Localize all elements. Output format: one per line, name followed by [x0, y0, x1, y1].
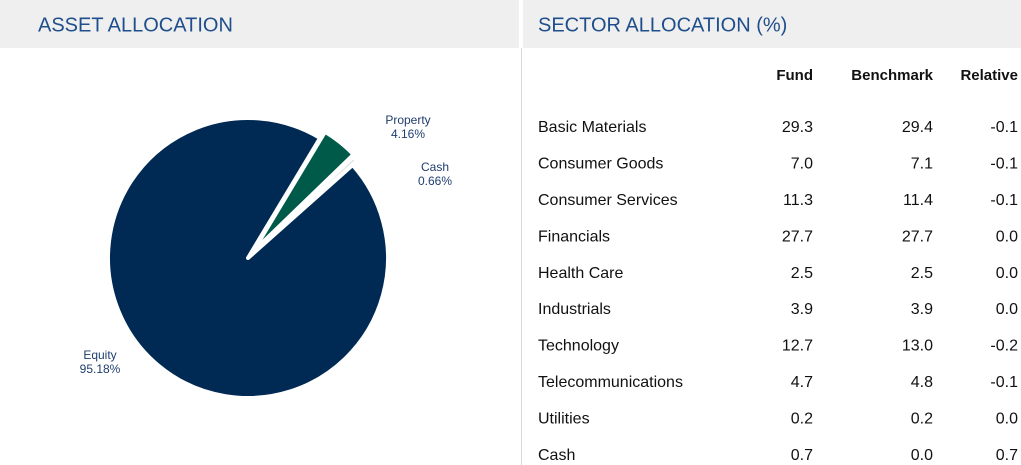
cell-value: 12.7 [782, 338, 813, 355]
cell-value: 13.0 [902, 338, 933, 355]
cell-value: 11.3 [783, 192, 813, 209]
cell-value: 0.0 [996, 410, 1018, 427]
column-header: Benchmark [851, 67, 933, 84]
slice-label: Property [385, 113, 430, 127]
sector-title: SECTOR ALLOCATION (%) [538, 14, 787, 36]
cell-value: -0.2 [990, 338, 1018, 355]
sector-name: Industrials [538, 301, 611, 318]
cell-value: 0.7 [791, 447, 813, 464]
cell-value: -0.1 [990, 192, 1018, 209]
cell-value: 7.1 [911, 156, 933, 173]
cell-value: 0.2 [791, 410, 813, 427]
cell-value: 0.0 [911, 447, 933, 464]
slice-label: Equity [83, 348, 116, 362]
cell-value: -0.1 [990, 156, 1018, 173]
asset-title: ASSET ALLOCATION [38, 14, 233, 36]
sector-name: Basic Materials [538, 119, 646, 136]
cell-value: 29.4 [902, 119, 933, 136]
asset-header-bar [0, 0, 519, 48]
cell-value: 0.0 [996, 301, 1018, 318]
sector-name: Financials [538, 228, 610, 245]
cell-value: -0.1 [990, 119, 1018, 136]
cell-value: 3.9 [911, 301, 933, 318]
cell-value: 0.0 [996, 228, 1018, 245]
cell-value: 27.7 [902, 228, 933, 245]
cell-value: 3.9 [791, 301, 813, 318]
cell-value: 29.3 [782, 119, 813, 136]
cell-value: 7.0 [791, 156, 813, 173]
sector-name: Consumer Goods [538, 156, 663, 173]
cell-value: -0.1 [990, 374, 1018, 391]
sector-header-bar [523, 0, 1021, 48]
column-header: Fund [776, 67, 813, 84]
column-header: Relative [960, 67, 1018, 84]
sector-name: Consumer Services [538, 192, 678, 209]
cell-value: 4.8 [911, 374, 933, 391]
sector-name: Cash [538, 447, 575, 464]
cell-value: 11.4 [903, 192, 933, 209]
slice-value: 95.18% [80, 362, 121, 376]
sector-name: Technology [538, 338, 619, 355]
pie-slice [250, 129, 356, 254]
pie-slice [106, 116, 390, 400]
slice-value: 0.66% [418, 174, 452, 188]
slice-label: Cash [421, 160, 449, 174]
cell-value: 0.2 [911, 410, 933, 427]
cell-value: 4.7 [791, 374, 813, 391]
sector-name: Health Care [538, 265, 623, 282]
cell-value: 27.7 [782, 228, 813, 245]
cell-value: 0.0 [996, 265, 1018, 282]
cell-value: 2.5 [911, 265, 933, 282]
slice-value: 4.16% [391, 127, 425, 141]
cell-value: 0.7 [996, 447, 1018, 464]
cell-value: 2.5 [791, 265, 813, 282]
sector-name: Utilities [538, 410, 590, 427]
sector-name: Telecommunications [538, 374, 683, 391]
